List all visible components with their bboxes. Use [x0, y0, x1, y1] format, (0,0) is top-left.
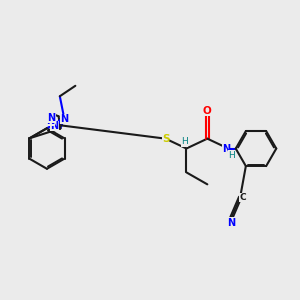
Text: H: H: [228, 151, 235, 160]
Text: N: N: [60, 114, 68, 124]
Text: N: N: [47, 112, 56, 123]
Text: H: H: [181, 137, 188, 146]
Text: O: O: [203, 106, 212, 116]
Text: S: S: [162, 134, 169, 144]
Text: N: N: [227, 218, 235, 228]
Text: N: N: [222, 143, 230, 154]
Text: N: N: [50, 121, 59, 131]
Text: N: N: [46, 116, 55, 126]
Text: C: C: [239, 193, 246, 202]
